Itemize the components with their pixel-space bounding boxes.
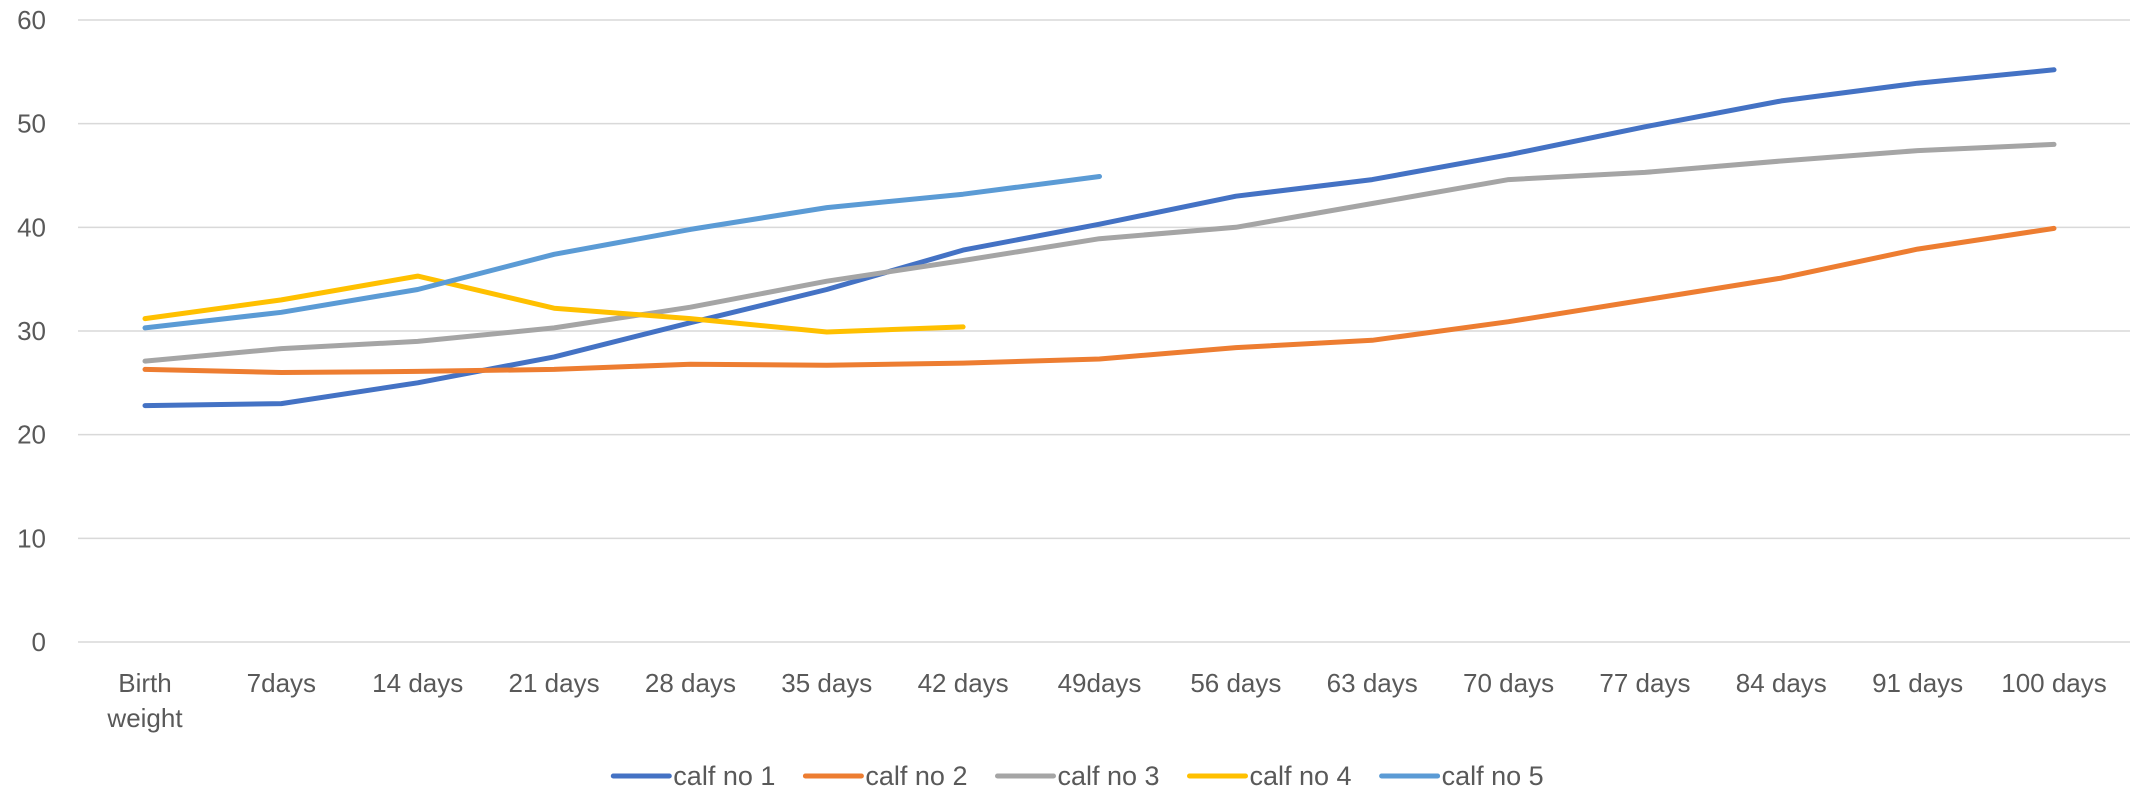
x-tick-label: Birth weight <box>106 668 183 733</box>
y-tick-label: 30 <box>17 316 46 346</box>
legend-label: calf no 3 <box>1058 761 1160 791</box>
x-tick-label: 42 days <box>918 668 1009 698</box>
legend-label: calf no 1 <box>673 761 775 791</box>
y-axis-tick-labels: 0 10 20 30 40 50 60 <box>17 5 46 657</box>
legend-item-calf-no-2: calf no 2 <box>802 761 967 791</box>
x-tick-label: 84 days <box>1736 668 1827 698</box>
x-tick-label-line: 21 days <box>509 668 600 698</box>
x-tick-label-line: 70 days <box>1463 668 1554 698</box>
x-tick-label: 63 days <box>1327 668 1418 698</box>
legend-item-calf-no-3: calf no 3 <box>995 761 1160 791</box>
x-tick-label: 100 days <box>2001 668 2107 698</box>
x-tick-label-line: 56 days <box>1190 668 1281 698</box>
legend: calf no 1 calf no 2 calf no 3 calf no 4 calf… <box>610 761 1544 791</box>
x-tick-label: 35 days <box>781 668 872 698</box>
series-line-calf-no-1 <box>142 67 2057 409</box>
x-tick-label: 77 days <box>1599 668 1690 698</box>
y-tick-label: 40 <box>17 212 46 242</box>
x-tick-label: 70 days <box>1463 668 1554 698</box>
x-tick-label: 49days <box>1058 668 1142 698</box>
series-line-calf-no-5 <box>142 174 1102 331</box>
legend-item-calf-no-1: calf no 1 <box>610 761 775 791</box>
y-tick-label: 60 <box>17 5 46 35</box>
x-tick-label-line: weight <box>106 703 183 733</box>
x-tick-label-line: 77 days <box>1599 668 1690 698</box>
x-tick-label-line: 49days <box>1058 668 1142 698</box>
series-line-calf-no-4 <box>142 273 966 335</box>
legend-label: calf no 5 <box>1442 761 1544 791</box>
x-tick-label-line: 7days <box>247 668 316 698</box>
x-tick-label-line: 84 days <box>1736 668 1827 698</box>
legend-label: calf no 4 <box>1250 761 1352 791</box>
x-tick-label: 14 days <box>372 668 463 698</box>
x-tick-label-line: Birth <box>118 668 171 698</box>
legend-item-calf-no-4: calf no 4 <box>1187 761 1352 791</box>
x-tick-label: 21 days <box>509 668 600 698</box>
y-tick-label: 50 <box>17 109 46 139</box>
series-line-calf-no-2 <box>142 225 2057 375</box>
x-tick-label: 91 days <box>1872 668 1963 698</box>
x-tick-label-line: 35 days <box>781 668 872 698</box>
x-tick-label-line: 42 days <box>918 668 1009 698</box>
x-tick-label: 56 days <box>1190 668 1281 698</box>
x-tick-label-line: 28 days <box>645 668 736 698</box>
series-line-calf-no-3 <box>142 141 2057 364</box>
x-tick-label-line: 100 days <box>2001 668 2107 698</box>
legend-item-calf-no-5: calf no 5 <box>1379 761 1544 791</box>
y-tick-label: 10 <box>17 523 46 553</box>
gridlines <box>78 19 2130 643</box>
y-tick-label: 20 <box>17 420 46 450</box>
x-tick-label-line: 91 days <box>1872 668 1963 698</box>
x-tick-label-line: 14 days <box>372 668 463 698</box>
x-tick-label: 28 days <box>645 668 736 698</box>
x-axis-tick-labels: Birth weight 7days 14 days 21 days 28 days 35 … <box>106 668 2106 733</box>
legend-label: calf no 2 <box>865 761 967 791</box>
x-tick-label-line: 63 days <box>1327 668 1418 698</box>
x-tick-label: 7days <box>247 668 316 698</box>
series-lines <box>142 67 2057 409</box>
y-tick-label: 0 <box>32 627 46 657</box>
